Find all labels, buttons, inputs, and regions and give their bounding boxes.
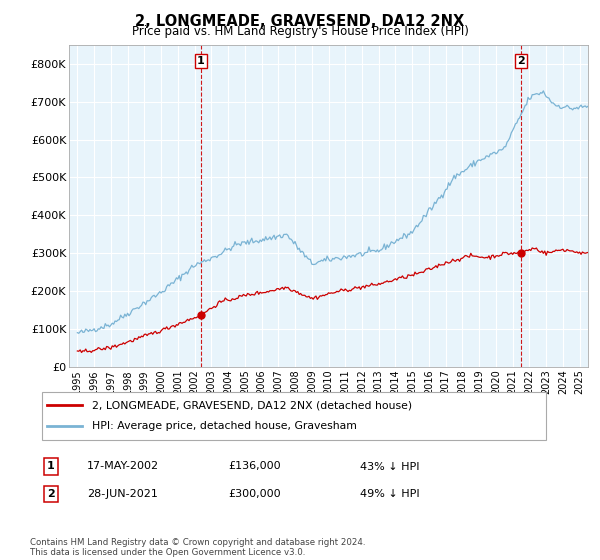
Text: 17-MAY-2002: 17-MAY-2002 bbox=[87, 461, 159, 472]
Text: 1: 1 bbox=[197, 56, 205, 66]
Text: 2: 2 bbox=[47, 489, 55, 499]
FancyBboxPatch shape bbox=[42, 392, 546, 440]
Text: 2: 2 bbox=[517, 56, 525, 66]
Text: 2, LONGMEADE, GRAVESEND, DA12 2NX (detached house): 2, LONGMEADE, GRAVESEND, DA12 2NX (detac… bbox=[92, 400, 413, 410]
Text: 43% ↓ HPI: 43% ↓ HPI bbox=[360, 461, 419, 472]
Text: £300,000: £300,000 bbox=[228, 489, 281, 499]
Text: Contains HM Land Registry data © Crown copyright and database right 2024.
This d: Contains HM Land Registry data © Crown c… bbox=[30, 538, 365, 557]
Text: Price paid vs. HM Land Registry's House Price Index (HPI): Price paid vs. HM Land Registry's House … bbox=[131, 25, 469, 38]
Text: HPI: Average price, detached house, Gravesham: HPI: Average price, detached house, Grav… bbox=[92, 421, 357, 431]
Text: 28-JUN-2021: 28-JUN-2021 bbox=[87, 489, 158, 499]
Text: 49% ↓ HPI: 49% ↓ HPI bbox=[360, 489, 419, 499]
Text: 1: 1 bbox=[47, 461, 55, 472]
Text: £136,000: £136,000 bbox=[228, 461, 281, 472]
Text: 2, LONGMEADE, GRAVESEND, DA12 2NX: 2, LONGMEADE, GRAVESEND, DA12 2NX bbox=[136, 14, 464, 29]
